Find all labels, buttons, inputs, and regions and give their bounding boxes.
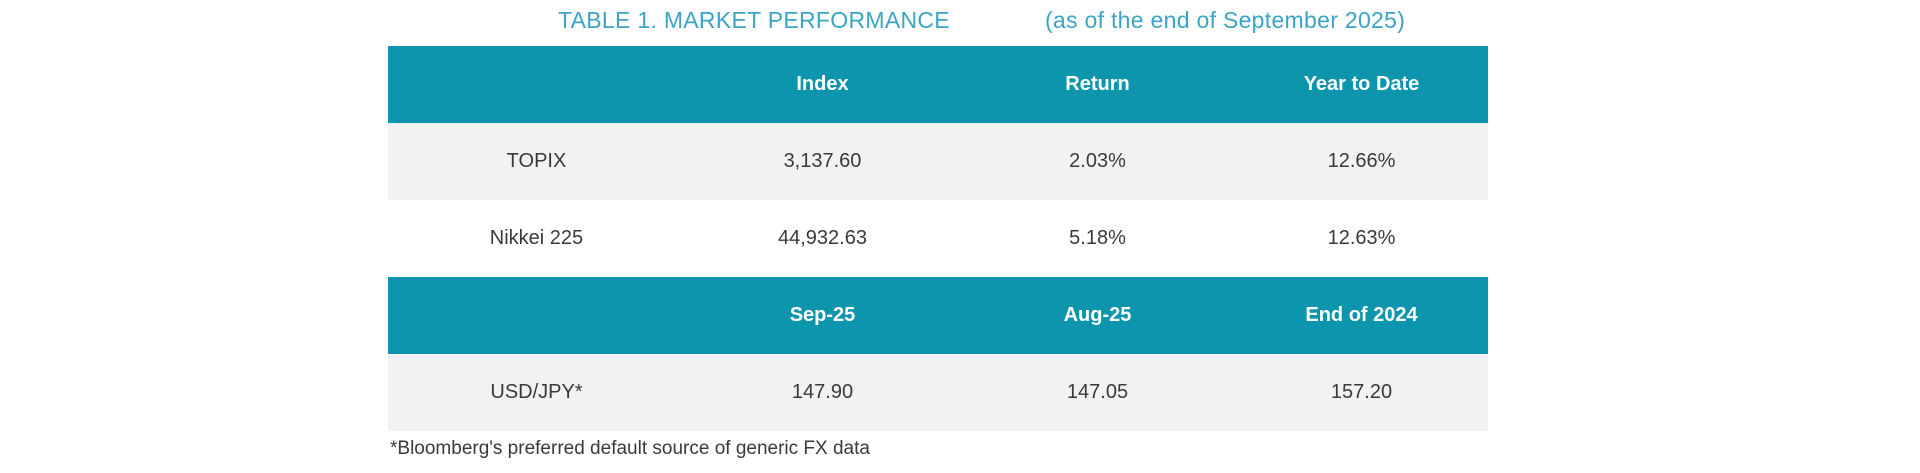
cell-nikkei-return: 5.18% [1069,227,1126,249]
header-cell-end-of-2024: End of 2024 [1305,304,1418,326]
table-row-topix: TOPIX 3,137.60 2.03% 12.66% [388,123,1488,200]
header-cell-index: Index [796,73,849,95]
table-row-nikkei: Nikkei 225 44,932.63 5.18% 12.63% [388,200,1488,277]
row-label-nikkei: Nikkei 225 [489,227,584,249]
cell-topix-index: 3,137.60 [783,150,862,172]
table-footnote: *Bloomberg's preferred default source of… [390,438,870,459]
index-header-row: Index Return Year to Date [388,46,1488,123]
cell-usdjpy-aug-25: 147.05 [1066,381,1129,403]
row-label-topix: TOPIX [506,150,567,172]
header-cell-return: Return [1065,73,1130,95]
cell-usdjpy-end-2024: 157.20 [1330,381,1393,403]
header-cell-sep-25: Sep-25 [789,304,856,326]
table-title-main: TABLE 1. MARKET PERFORMANCE [558,7,950,33]
cell-usdjpy-sep-25: 147.90 [791,381,854,403]
cell-topix-ytd: 12.66% [1327,150,1396,172]
table-title-date-suffix: (as of the end of September 2025) [1044,7,1406,33]
row-label-usdjpy: USD/JPY* [490,381,583,403]
market-performance-table: Index Return Year to Date TOPIX 3,137.60… [388,46,1488,431]
cell-nikkei-ytd: 12.63% [1327,227,1396,249]
cell-nikkei-index: 44,932.63 [778,227,867,249]
header-cell-aug-25: Aug-25 [1063,304,1132,326]
fx-header-row: Sep-25 Aug-25 End of 2024 [388,277,1488,354]
table-row-usdjpy: USD/JPY* 147.90 147.05 157.20 [388,354,1488,431]
cell-topix-return: 2.03% [1069,150,1126,172]
table-title: TABLE 1. MARKET PERFORMANCE (as of the e… [558,7,1405,33]
header-cell-year-to-date: Year to Date [1303,73,1420,95]
